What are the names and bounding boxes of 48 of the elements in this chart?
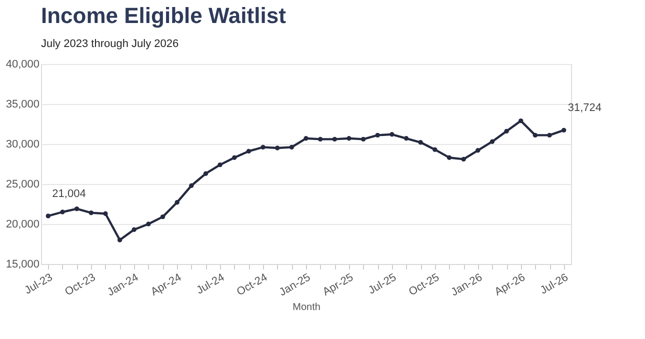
x-axis-title: Month bbox=[292, 302, 320, 313]
point bbox=[132, 227, 136, 232]
point bbox=[390, 132, 394, 137]
point bbox=[60, 210, 65, 214]
y-tick-label: 35,000 bbox=[6, 98, 40, 110]
point bbox=[360, 136, 366, 142]
point bbox=[246, 148, 252, 154]
point bbox=[275, 146, 280, 150]
point bbox=[490, 139, 495, 144]
point bbox=[346, 136, 352, 141]
y-tick-label: 25,000 bbox=[6, 178, 40, 190]
annotation: 31,724 bbox=[568, 102, 602, 114]
point bbox=[561, 128, 566, 133]
point bbox=[504, 128, 509, 134]
y-tick-label: 40,000 bbox=[6, 58, 40, 70]
point bbox=[318, 136, 323, 142]
point bbox=[547, 132, 552, 138]
point bbox=[532, 132, 538, 138]
chart-title: Income Eligible Waitlist bbox=[41, 3, 287, 28]
point bbox=[117, 238, 122, 242]
point bbox=[404, 136, 409, 141]
point bbox=[304, 136, 308, 141]
point bbox=[461, 156, 466, 162]
annotation: 21,004 bbox=[52, 188, 86, 200]
y-tick-label: 15,000 bbox=[6, 258, 40, 270]
point bbox=[103, 211, 108, 216]
point bbox=[476, 148, 480, 153]
point bbox=[218, 162, 222, 168]
point bbox=[146, 222, 151, 226]
point bbox=[174, 200, 180, 205]
y-tick-label: 20,000 bbox=[6, 218, 40, 230]
point bbox=[189, 183, 194, 188]
point bbox=[432, 147, 438, 152]
point bbox=[46, 214, 51, 218]
point bbox=[332, 136, 337, 142]
chart-subtitle: July 2023 through July 2026 bbox=[41, 38, 179, 50]
point bbox=[88, 210, 94, 216]
point bbox=[375, 132, 380, 138]
point bbox=[260, 144, 266, 150]
point bbox=[232, 155, 237, 160]
point bbox=[74, 206, 80, 212]
point bbox=[160, 214, 166, 220]
point bbox=[446, 155, 452, 160]
point bbox=[518, 118, 524, 124]
y-tick-label: 30,000 bbox=[6, 138, 40, 150]
point bbox=[418, 140, 423, 145]
point bbox=[289, 144, 294, 150]
point bbox=[203, 171, 208, 176]
